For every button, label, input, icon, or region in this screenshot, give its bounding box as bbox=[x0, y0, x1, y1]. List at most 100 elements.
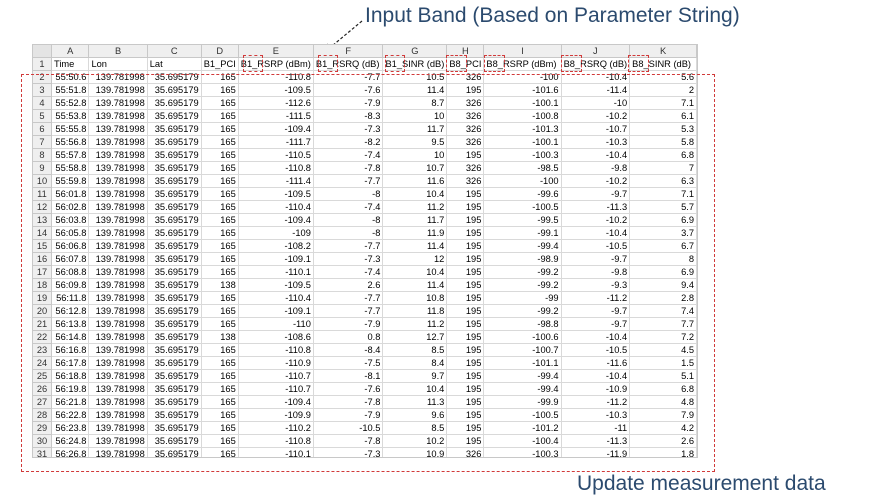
row-number[interactable]: 24 bbox=[33, 356, 53, 370]
data-cell[interactable]: 35.695179 bbox=[147, 174, 202, 188]
column-header[interactable]: J bbox=[561, 45, 631, 58]
data-cell[interactable]: -7.9 bbox=[313, 317, 384, 331]
data-cell[interactable]: -7.9 bbox=[313, 96, 384, 110]
column-header[interactable]: F bbox=[313, 45, 384, 58]
data-cell[interactable]: 10 bbox=[382, 109, 448, 123]
data-cell[interactable]: -7.3 bbox=[313, 447, 384, 457]
data-cell[interactable]: -7.5 bbox=[313, 356, 384, 370]
data-cell[interactable]: 195 bbox=[446, 291, 485, 305]
row-number[interactable]: 14 bbox=[33, 226, 53, 240]
data-cell[interactable]: 195 bbox=[446, 239, 485, 253]
data-cell[interactable]: 195 bbox=[446, 317, 485, 331]
data-cell[interactable]: -7.4 bbox=[313, 148, 384, 162]
data-cell[interactable]: -98.9 bbox=[483, 252, 562, 266]
data-cell[interactable]: 165 bbox=[201, 213, 239, 227]
data-cell[interactable]: -101.1 bbox=[483, 356, 562, 370]
data-cell[interactable]: 139.781998 bbox=[88, 226, 148, 240]
data-cell[interactable]: 139.781998 bbox=[88, 109, 148, 123]
data-cell[interactable]: 35.695179 bbox=[147, 330, 202, 344]
data-cell[interactable]: 55:53.8 bbox=[51, 109, 90, 123]
data-cell[interactable]: 139.781998 bbox=[88, 83, 148, 97]
data-cell[interactable]: 139.781998 bbox=[88, 369, 148, 383]
data-cell[interactable]: -11.6 bbox=[561, 356, 631, 370]
data-cell[interactable]: -8 bbox=[313, 187, 384, 201]
data-cell[interactable]: -99.2 bbox=[483, 265, 562, 279]
data-cell[interactable]: 195 bbox=[446, 343, 485, 357]
data-cell[interactable]: -10.4 bbox=[561, 226, 631, 240]
data-cell[interactable]: 195 bbox=[446, 304, 485, 318]
data-cell[interactable]: 165 bbox=[201, 317, 239, 331]
row-number[interactable]: 9 bbox=[33, 161, 53, 175]
row-number[interactable]: 18 bbox=[33, 278, 53, 292]
data-cell[interactable]: 7.7 bbox=[629, 317, 697, 331]
data-cell[interactable]: -10.4 bbox=[561, 369, 631, 383]
data-cell[interactable]: -10 bbox=[561, 96, 631, 110]
data-cell[interactable]: 55:52.8 bbox=[51, 96, 90, 110]
data-cell[interactable]: 139.781998 bbox=[88, 330, 148, 344]
data-cell[interactable]: 35.695179 bbox=[147, 213, 202, 227]
data-cell[interactable]: -9.7 bbox=[561, 304, 631, 318]
data-cell[interactable]: 56:26.8 bbox=[51, 447, 90, 457]
data-cell[interactable]: -100.3 bbox=[483, 447, 562, 457]
data-cell[interactable]: -109.5 bbox=[238, 187, 314, 201]
data-cell[interactable]: 139.781998 bbox=[88, 421, 148, 435]
column-header[interactable]: B bbox=[88, 45, 148, 58]
data-cell[interactable]: -108.6 bbox=[238, 330, 314, 344]
data-cell[interactable]: 165 bbox=[201, 174, 239, 188]
data-cell[interactable]: 35.695179 bbox=[147, 382, 202, 396]
data-cell[interactable]: 165 bbox=[201, 356, 239, 370]
data-cell[interactable]: -110.9 bbox=[238, 356, 314, 370]
data-cell[interactable]: -111.7 bbox=[238, 135, 314, 149]
data-cell[interactable]: 139.781998 bbox=[88, 356, 148, 370]
spreadsheet[interactable]: A B C D E F G H I J K 1 Time Lon Lat B1_PCI B1_RSRP (dBm… bbox=[32, 44, 698, 458]
data-cell[interactable]: 139.781998 bbox=[88, 304, 148, 318]
data-cell[interactable]: 35.695179 bbox=[147, 408, 202, 422]
data-cell[interactable]: -10.5 bbox=[561, 343, 631, 357]
data-cell[interactable]: 55:57.8 bbox=[51, 148, 90, 162]
header-cell[interactable]: B1_RSRP (dBm) bbox=[238, 57, 314, 71]
data-cell[interactable]: 195 bbox=[446, 252, 485, 266]
row-number[interactable]: 11 bbox=[33, 187, 53, 201]
data-cell[interactable]: 35.695179 bbox=[147, 343, 202, 357]
data-cell[interactable]: -100 bbox=[483, 70, 562, 84]
data-cell[interactable]: -110.5 bbox=[238, 148, 314, 162]
row-number[interactable]: 6 bbox=[33, 122, 53, 136]
data-cell[interactable]: -8.3 bbox=[313, 109, 384, 123]
data-cell[interactable]: 11.4 bbox=[382, 239, 448, 253]
data-cell[interactable]: 139.781998 bbox=[88, 122, 148, 136]
header-cell[interactable]: B8_RSRP (dBm) bbox=[483, 57, 562, 71]
data-cell[interactable]: -99.4 bbox=[483, 239, 562, 253]
data-cell[interactable]: 139.781998 bbox=[88, 96, 148, 110]
data-cell[interactable]: -110.8 bbox=[238, 161, 314, 175]
column-header[interactable]: G bbox=[382, 45, 448, 58]
data-cell[interactable]: 35.695179 bbox=[147, 83, 202, 97]
data-cell[interactable]: 165 bbox=[201, 83, 239, 97]
data-cell[interactable]: 35.695179 bbox=[147, 135, 202, 149]
header-cell[interactable]: B8_PCI bbox=[446, 57, 485, 71]
data-cell[interactable]: -8.4 bbox=[313, 343, 384, 357]
header-cell[interactable]: B1_RSRQ (dB) bbox=[313, 57, 384, 71]
data-cell[interactable]: 11.9 bbox=[382, 226, 448, 240]
data-cell[interactable]: 195 bbox=[446, 226, 485, 240]
data-cell[interactable]: -98.5 bbox=[483, 161, 562, 175]
data-cell[interactable]: -100.4 bbox=[483, 434, 562, 448]
data-cell[interactable]: -109.4 bbox=[238, 395, 314, 409]
data-cell[interactable]: 4.2 bbox=[629, 421, 697, 435]
row-number[interactable]: 15 bbox=[33, 239, 53, 253]
data-cell[interactable]: 5.7 bbox=[629, 200, 697, 214]
data-cell[interactable]: -100.8 bbox=[483, 109, 562, 123]
row-number[interactable]: 23 bbox=[33, 343, 53, 357]
row-number[interactable]: 21 bbox=[33, 317, 53, 331]
data-cell[interactable]: 8.5 bbox=[382, 343, 448, 357]
data-cell[interactable]: 139.781998 bbox=[88, 213, 148, 227]
data-cell[interactable]: 4.5 bbox=[629, 343, 697, 357]
data-cell[interactable]: -7.8 bbox=[313, 434, 384, 448]
data-cell[interactable]: -10.9 bbox=[561, 382, 631, 396]
data-cell[interactable]: 326 bbox=[446, 70, 485, 84]
data-cell[interactable]: -100 bbox=[483, 174, 562, 188]
data-cell[interactable]: 12.7 bbox=[382, 330, 448, 344]
data-cell[interactable]: -11.9 bbox=[561, 447, 631, 457]
data-cell[interactable]: -7.7 bbox=[313, 239, 384, 253]
data-cell[interactable]: -9.7 bbox=[561, 187, 631, 201]
data-cell[interactable]: 5.6 bbox=[629, 70, 697, 84]
